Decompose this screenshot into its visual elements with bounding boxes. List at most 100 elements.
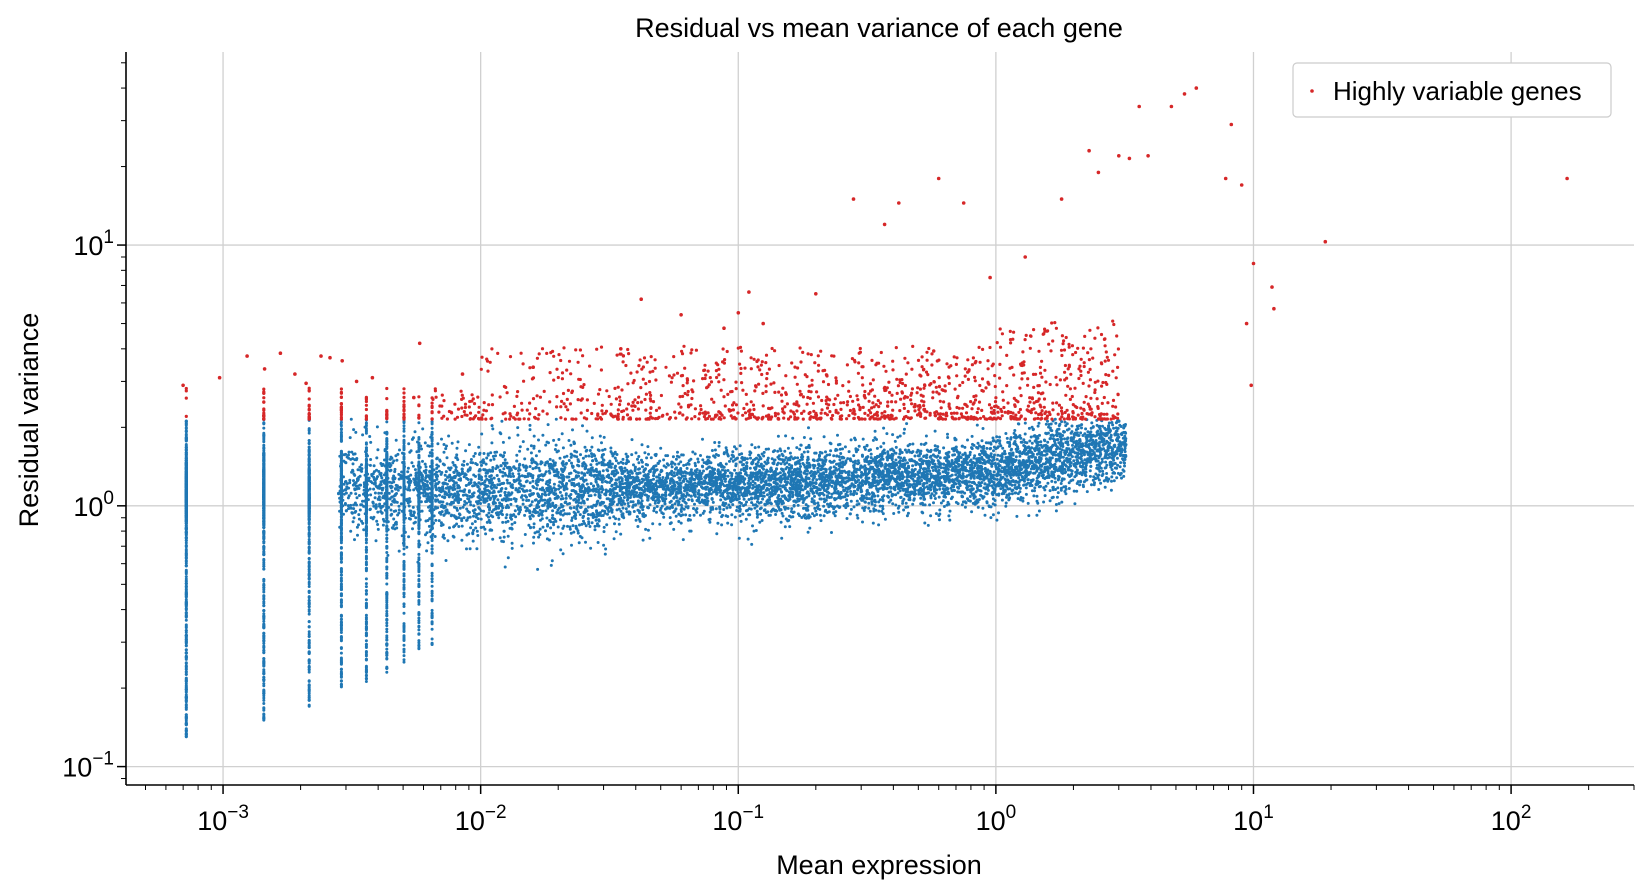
- blue-point: [262, 696, 266, 700]
- blue-point: [739, 490, 742, 494]
- blue-point: [430, 641, 434, 645]
- blue-point: [402, 444, 406, 448]
- blue-point: [307, 540, 311, 544]
- blue-point: [423, 441, 427, 445]
- blue-point: [417, 632, 421, 636]
- blue-point: [262, 586, 266, 590]
- blue-point: [364, 460, 368, 463]
- blue-point: [307, 457, 311, 461]
- blue-point: [307, 608, 311, 612]
- blue-point: [447, 434, 451, 438]
- blue-point: [339, 679, 343, 683]
- blue-point: [822, 504, 826, 508]
- blue-point: [364, 585, 368, 589]
- blue-point: [385, 565, 389, 569]
- blue-point: [184, 634, 188, 638]
- blue-point: [802, 436, 806, 439]
- blue-point: [184, 672, 188, 676]
- blue-point: [430, 562, 434, 566]
- blue-point: [632, 510, 636, 513]
- blue-point: [417, 567, 421, 571]
- blue-point: [596, 541, 600, 544]
- blue-point: [411, 527, 414, 531]
- blue-point: [552, 482, 556, 486]
- blue-point: [339, 422, 343, 426]
- blue-point: [369, 458, 373, 461]
- blue-point: [849, 490, 853, 493]
- blue-point: [262, 689, 266, 693]
- blue-point: [184, 556, 188, 559]
- blue-point: [364, 541, 368, 545]
- blue-point: [402, 643, 406, 647]
- blue-point: [417, 421, 421, 425]
- blue-point: [383, 508, 387, 512]
- blue-point: [417, 616, 421, 620]
- blue-point: [774, 513, 778, 516]
- blue-point: [594, 518, 598, 522]
- blue-point: [385, 420, 389, 424]
- blue-point: [1110, 475, 1114, 479]
- blue-point: [364, 525, 368, 529]
- blue-point: [544, 529, 547, 533]
- blue-point: [571, 524, 575, 528]
- blue-point: [184, 731, 188, 735]
- blue-point: [484, 532, 488, 536]
- blue-point: [906, 511, 910, 515]
- blue-point: [402, 424, 406, 428]
- blue-point: [498, 494, 502, 497]
- blue-point: [756, 513, 760, 517]
- blue-point: [307, 668, 311, 672]
- blue-point: [417, 628, 421, 632]
- blue-point: [1109, 488, 1113, 492]
- blue-point: [402, 647, 406, 651]
- blue-point: [402, 429, 406, 433]
- blue-point: [976, 505, 980, 509]
- blue-point: [184, 618, 188, 622]
- blue-point: [372, 487, 376, 491]
- blue-point: [430, 597, 434, 601]
- blue-point: [402, 580, 406, 584]
- blue-point: [307, 638, 311, 642]
- blue-point: [799, 465, 802, 468]
- blue-point: [364, 666, 368, 670]
- blue-point: [339, 519, 343, 523]
- blue-point: [385, 591, 389, 594]
- blue-point: [380, 476, 384, 480]
- blue-point: [560, 494, 564, 498]
- blue-point: [402, 572, 406, 576]
- blue-point: [802, 450, 806, 454]
- blue-point: [402, 650, 406, 654]
- blue-point: [184, 485, 188, 489]
- blue-point: [981, 506, 985, 510]
- blue-point: [385, 594, 389, 598]
- blue-point: [364, 441, 368, 445]
- blue-point: [861, 437, 865, 441]
- blue-point: [184, 656, 188, 660]
- blue-point: [456, 440, 460, 444]
- blue-point: [402, 595, 406, 599]
- blue-point: [184, 488, 188, 492]
- blue-point: [262, 651, 266, 655]
- blue-point: [417, 523, 421, 527]
- blue-point: [681, 538, 685, 542]
- blue-point: [184, 476, 188, 480]
- blue-point: [307, 472, 311, 476]
- blue-point: [763, 460, 767, 464]
- blue-point: [262, 584, 266, 588]
- blue-point: [1026, 501, 1030, 505]
- blue-point: [262, 523, 266, 526]
- blue-point: [417, 531, 421, 535]
- blue-point: [430, 547, 434, 551]
- blue-point: [307, 453, 311, 457]
- blue-point: [184, 469, 188, 473]
- blue-point: [376, 527, 380, 531]
- blue-point: [559, 532, 563, 536]
- blue-point: [369, 440, 373, 444]
- blue-point: [402, 524, 406, 528]
- blue-point: [262, 477, 266, 481]
- blue-point: [663, 502, 667, 506]
- blue-point: [262, 500, 266, 504]
- blue-point: [739, 519, 743, 523]
- blue-point: [385, 651, 389, 655]
- blue-point: [475, 547, 479, 551]
